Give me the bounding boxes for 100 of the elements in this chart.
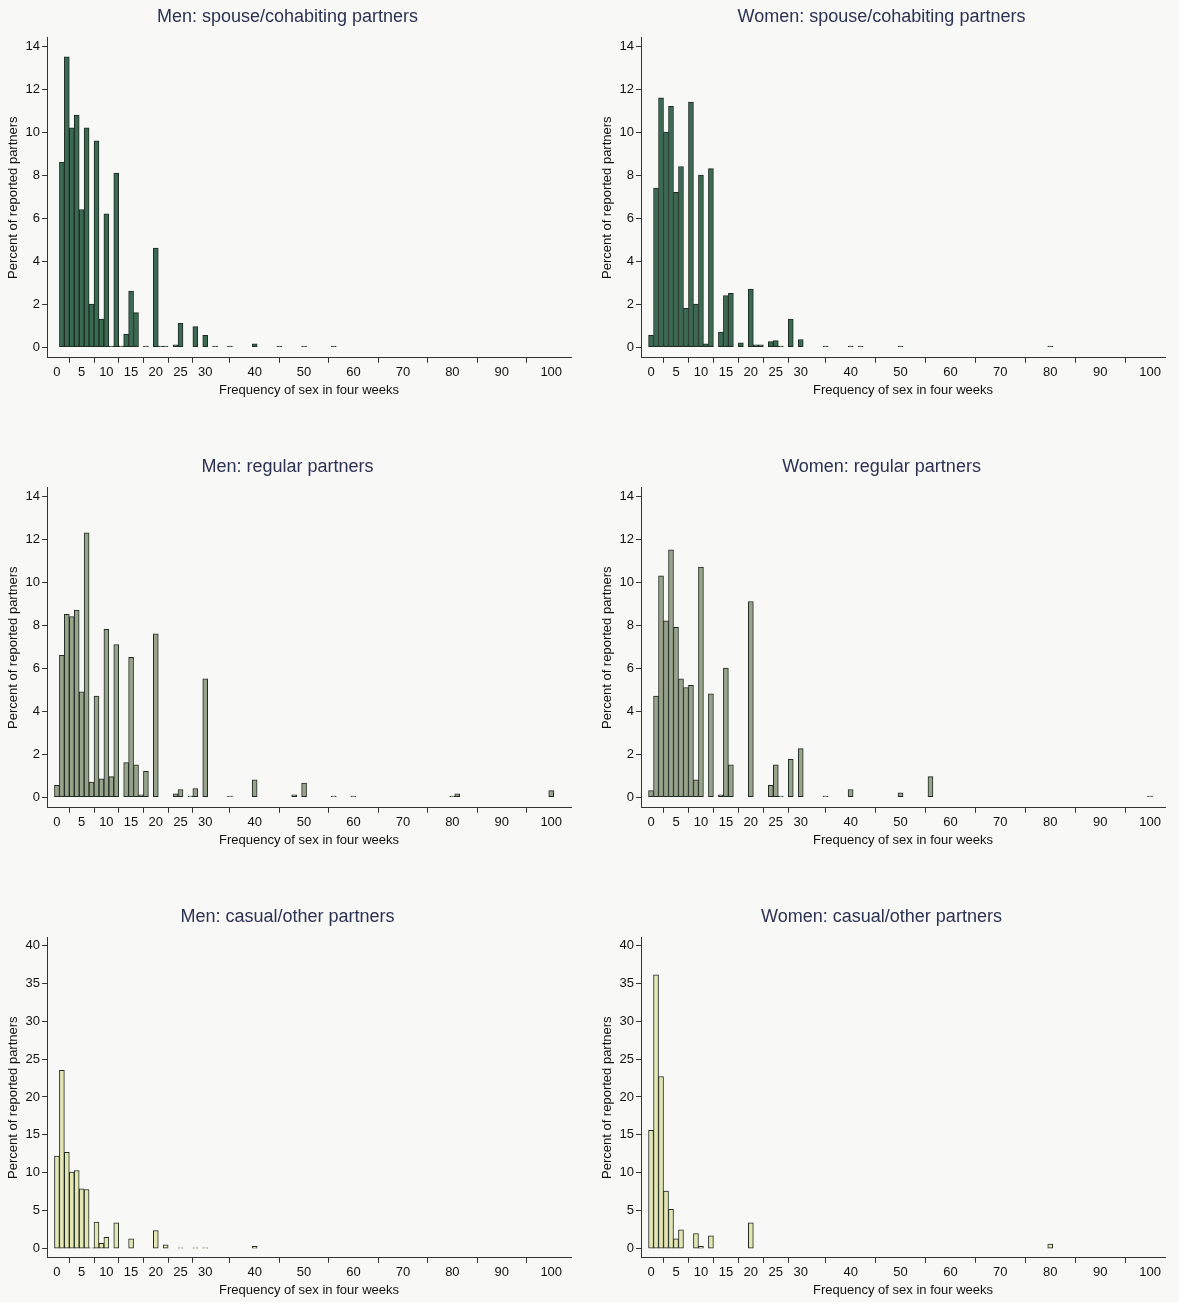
y-tick-label: 12 bbox=[25, 530, 41, 546]
x-tick-label: 25 bbox=[768, 364, 784, 380]
y-tick-label: 10 bbox=[25, 123, 41, 139]
y-tick-label: 2 bbox=[626, 745, 635, 761]
x-tick-label: 100 bbox=[1139, 1264, 1161, 1280]
x-tick-label: 5 bbox=[672, 814, 680, 830]
y-tick-label: 2 bbox=[32, 745, 41, 761]
y-tick-label: 8 bbox=[626, 616, 635, 632]
x-tick-label: 90 bbox=[494, 814, 510, 830]
x-tick-label: 30 bbox=[198, 814, 213, 830]
x-tick-label: 15 bbox=[123, 1264, 139, 1280]
x-tick-label: 30 bbox=[198, 1264, 213, 1280]
x-tick-label: 20 bbox=[743, 1264, 759, 1280]
y-tick-label: 5 bbox=[32, 1202, 41, 1218]
x-tick-label: 80 bbox=[445, 364, 460, 380]
x-tick-label: 5 bbox=[78, 814, 86, 830]
x-tick-label: 5 bbox=[78, 364, 86, 380]
x-tick-label: 0 bbox=[647, 1264, 655, 1280]
y-axis-title: Percent of reported partners bbox=[5, 565, 21, 729]
x-tick-label: 60 bbox=[943, 814, 958, 830]
x-tick-label: 70 bbox=[993, 814, 1008, 830]
x-tick-label: 70 bbox=[993, 364, 1008, 380]
x-tick-label: 100 bbox=[540, 1264, 563, 1280]
x-tick-label: 40 bbox=[843, 364, 858, 380]
x-tick-label: 15 bbox=[718, 364, 734, 380]
y-tick-label: 40 bbox=[619, 936, 635, 952]
y-tick-label: 0 bbox=[626, 788, 635, 804]
y-tick-label: 0 bbox=[32, 788, 41, 804]
x-tick-label: 10 bbox=[693, 814, 709, 830]
y-tick-label: 12 bbox=[619, 80, 635, 96]
y-tick-label: 6 bbox=[626, 659, 635, 675]
y-tick-label: 14 bbox=[619, 487, 635, 503]
y-tick-label: 40 bbox=[25, 936, 41, 952]
chart-title: Men: regular partners bbox=[201, 455, 374, 476]
x-axis-title: Frequency of sex in four weeks bbox=[813, 381, 994, 397]
y-tick-label: 6 bbox=[32, 209, 41, 225]
y-tick-label: 14 bbox=[619, 37, 635, 53]
x-tick-label: 80 bbox=[445, 1264, 460, 1280]
y-tick-label: 6 bbox=[626, 209, 635, 225]
y-tick-label: 10 bbox=[25, 573, 41, 589]
x-tick-label: 80 bbox=[445, 814, 460, 830]
x-tick-label: 40 bbox=[843, 814, 858, 830]
x-tick-label: 30 bbox=[793, 814, 808, 830]
x-tick-label: 20 bbox=[148, 1264, 164, 1280]
x-tick-label: 15 bbox=[718, 814, 734, 830]
x-axis-title: Frequency of sex in four weeks bbox=[219, 1281, 400, 1297]
x-tick-label: 60 bbox=[943, 1264, 958, 1280]
x-tick-label: 15 bbox=[718, 1264, 734, 1280]
x-tick-label: 30 bbox=[793, 1264, 808, 1280]
x-tick-label: 50 bbox=[296, 814, 312, 830]
x-tick-label: 40 bbox=[247, 364, 262, 380]
x-tick-label: 20 bbox=[148, 364, 164, 380]
x-tick-label: 90 bbox=[1092, 814, 1108, 830]
x-tick-label: 60 bbox=[346, 1264, 361, 1280]
x-tick-label: 100 bbox=[540, 814, 563, 830]
x-tick-label: 20 bbox=[743, 364, 759, 380]
y-tick-label: 5 bbox=[626, 1202, 635, 1218]
x-tick-label: 20 bbox=[743, 814, 759, 830]
y-tick-label: 0 bbox=[32, 1240, 41, 1256]
x-tick-label: 5 bbox=[78, 1264, 86, 1280]
x-tick-label: 60 bbox=[346, 814, 361, 830]
x-tick-label: 100 bbox=[1139, 364, 1161, 380]
y-tick-label: 30 bbox=[25, 1012, 41, 1028]
chart-title: Women: spouse/cohabiting partners bbox=[737, 5, 1026, 26]
y-tick-label: 6 bbox=[32, 659, 41, 675]
y-tick-label: 8 bbox=[32, 166, 41, 182]
y-tick-label: 0 bbox=[32, 338, 41, 354]
x-tick-label: 0 bbox=[53, 814, 61, 830]
x-tick-label: 50 bbox=[893, 814, 908, 830]
x-tick-label: 15 bbox=[123, 814, 139, 830]
y-tick-label: 2 bbox=[626, 295, 635, 311]
x-tick-label: 25 bbox=[768, 1264, 784, 1280]
x-tick-label: 40 bbox=[247, 1264, 262, 1280]
y-tick-label: 0 bbox=[626, 1240, 635, 1256]
x-tick-label: 10 bbox=[693, 1264, 709, 1280]
x-tick-label: 40 bbox=[247, 814, 262, 830]
y-tick-label: 4 bbox=[32, 702, 41, 718]
y-tick-label: 15 bbox=[25, 1126, 41, 1142]
chart-title: Women: regular partners bbox=[782, 455, 981, 476]
x-tick-label: 90 bbox=[494, 1264, 510, 1280]
y-tick-label: 25 bbox=[619, 1050, 635, 1066]
y-tick-label: 12 bbox=[619, 530, 635, 546]
x-tick-label: 90 bbox=[494, 364, 510, 380]
x-tick-label: 20 bbox=[148, 814, 164, 830]
y-axis-title: Percent of reported partners bbox=[5, 1015, 21, 1179]
x-tick-label: 5 bbox=[672, 364, 680, 380]
x-tick-label: 50 bbox=[893, 1264, 908, 1280]
y-tick-label: 14 bbox=[25, 37, 41, 53]
x-tick-label: 80 bbox=[1043, 1264, 1058, 1280]
y-tick-label: 15 bbox=[619, 1126, 635, 1142]
y-tick-label: 2 bbox=[32, 295, 41, 311]
y-tick-label: 14 bbox=[25, 487, 41, 503]
x-tick-label: 25 bbox=[173, 1264, 188, 1280]
y-tick-label: 8 bbox=[626, 166, 635, 182]
x-tick-label: 10 bbox=[99, 1264, 114, 1280]
y-tick-label: 4 bbox=[626, 702, 635, 718]
x-tick-label: 50 bbox=[296, 1264, 312, 1280]
chart-title: Men: casual/other partners bbox=[180, 905, 395, 926]
y-tick-label: 20 bbox=[25, 1088, 41, 1104]
x-tick-label: 25 bbox=[173, 814, 188, 830]
